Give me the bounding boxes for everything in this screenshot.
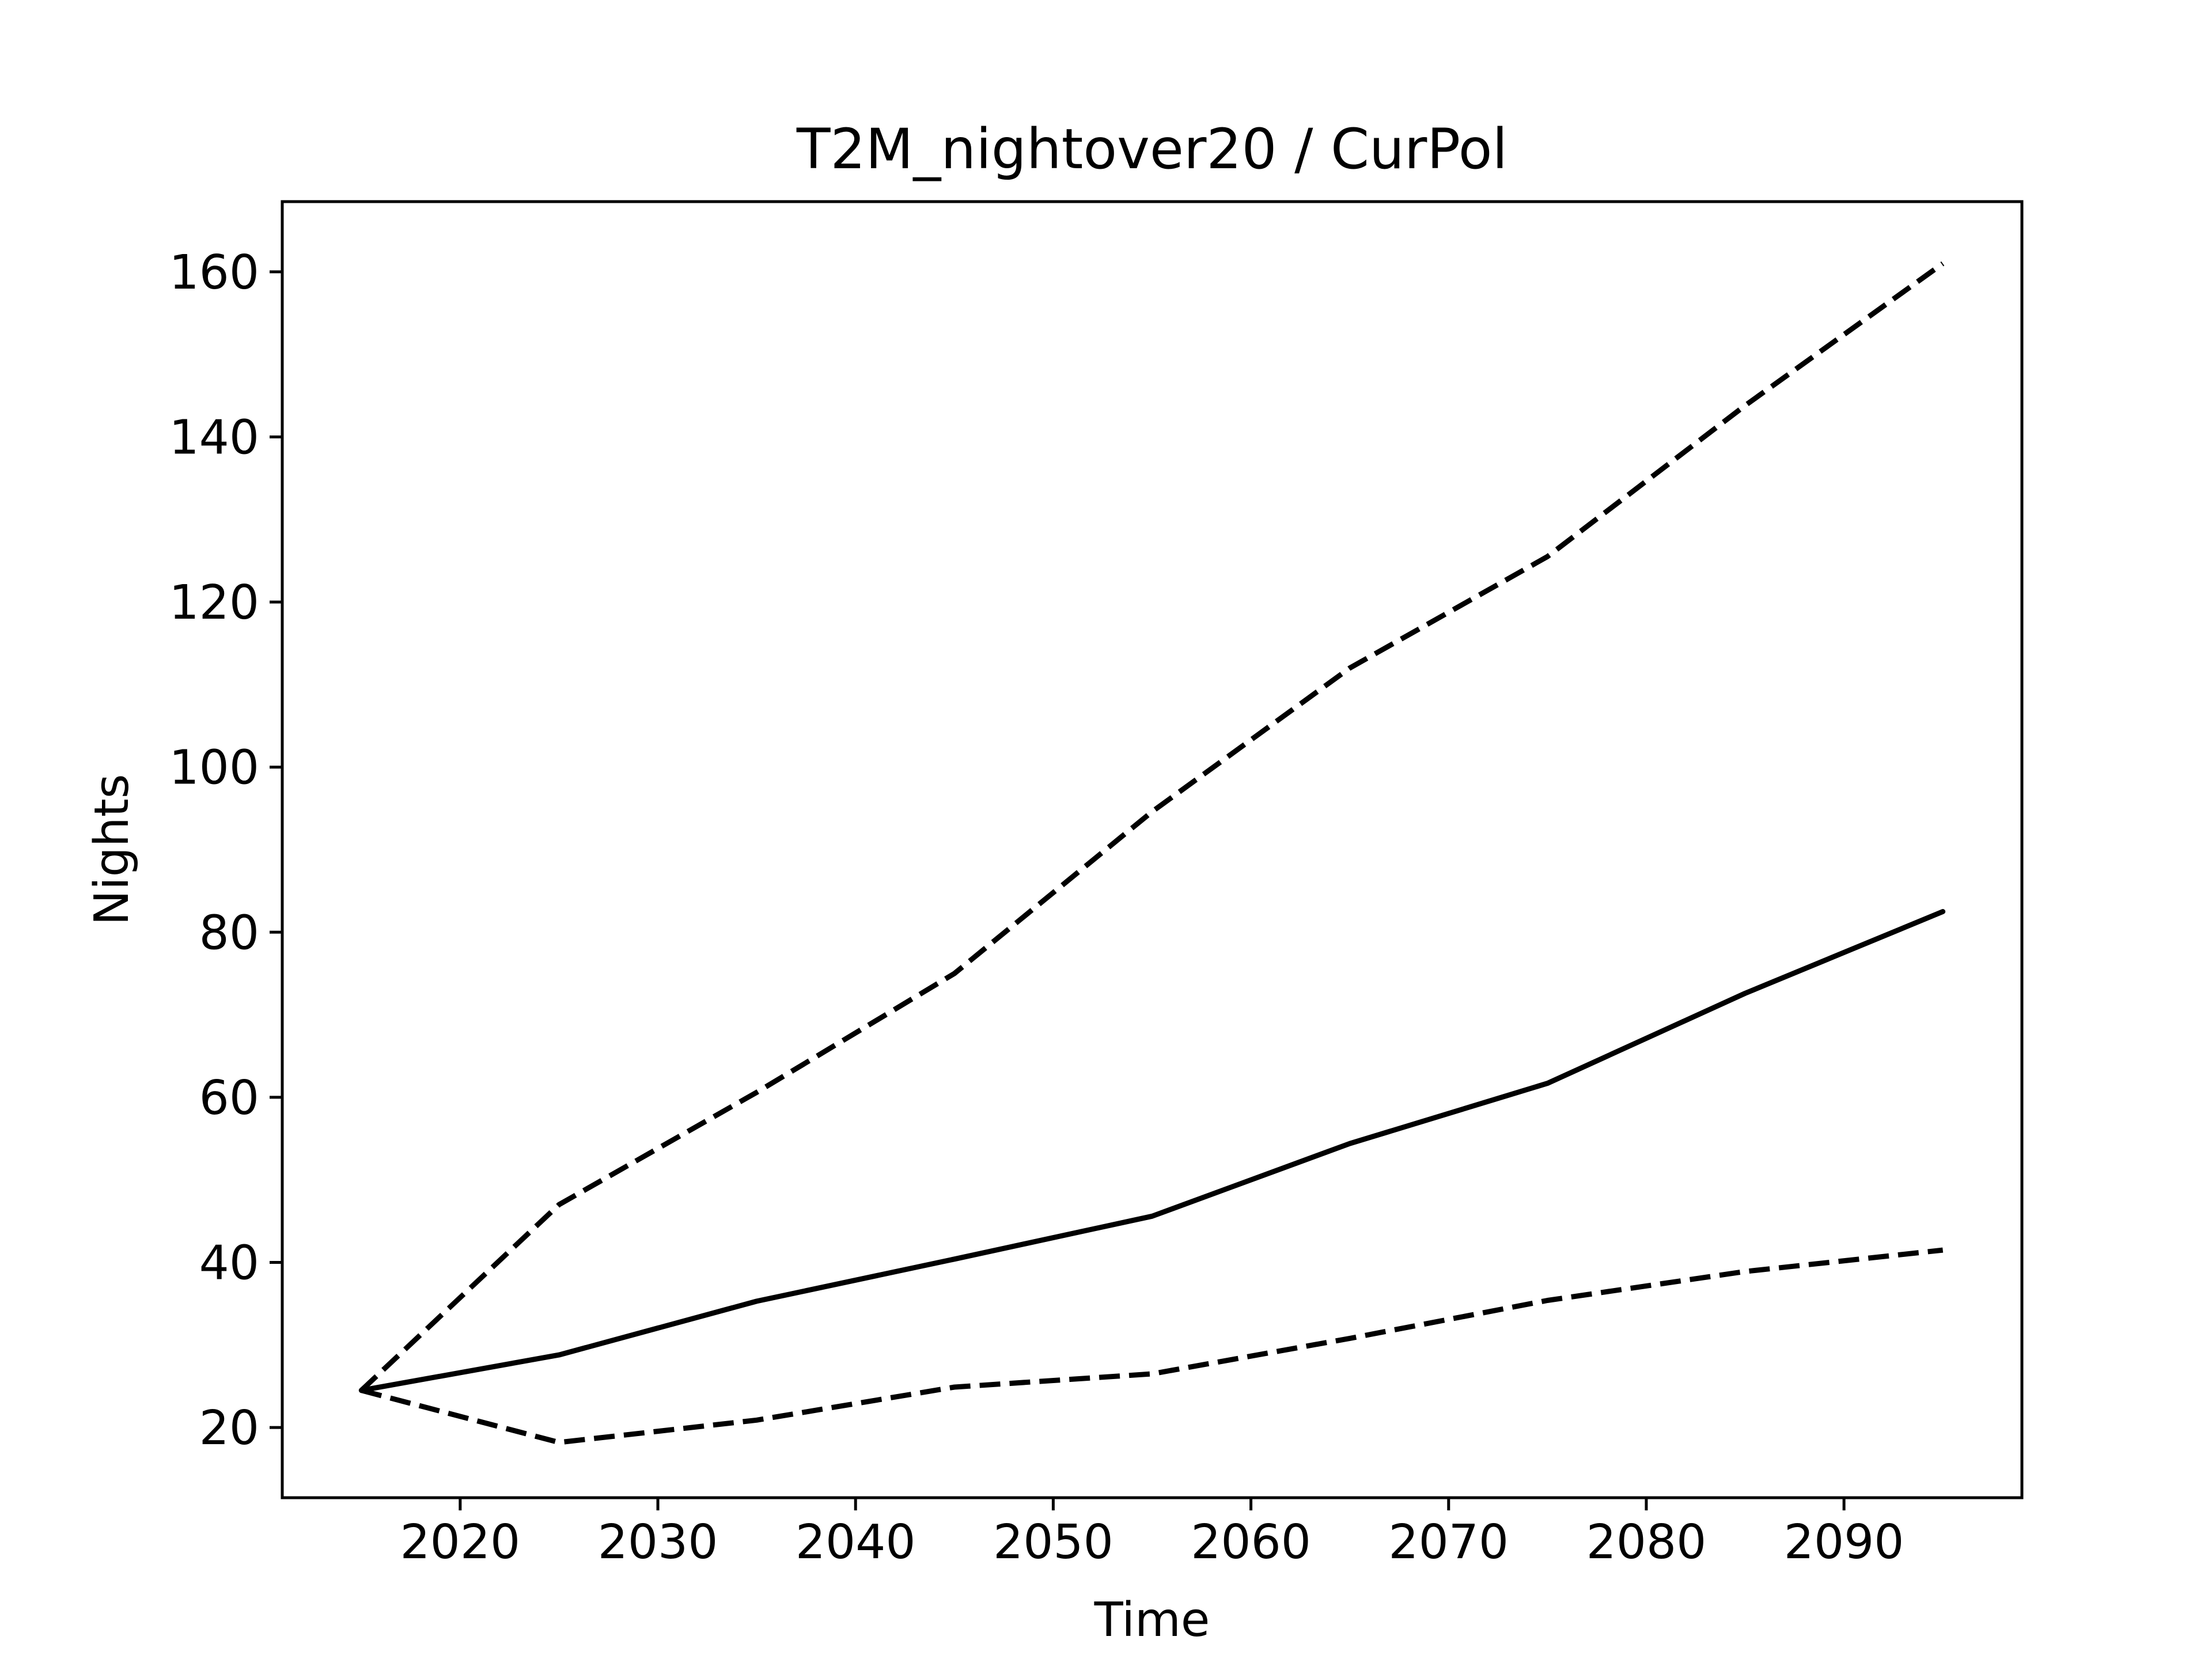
series-line-1 xyxy=(358,909,1946,1393)
y-tick-label: 40 xyxy=(199,1236,259,1291)
x-tick-label: 2050 xyxy=(993,1515,1113,1570)
series-line-3 xyxy=(361,1247,1944,1445)
x-tick-label: 2090 xyxy=(1784,1515,1904,1570)
y-tick-label: 160 xyxy=(169,245,259,300)
y-tick-label: 20 xyxy=(199,1401,259,1456)
ticks-layer: 2020 2030 2040 2050 2060 2070 2080 209020406080… xyxy=(169,245,1904,1570)
x-tick-label: 2080 xyxy=(1586,1515,1707,1570)
plot-frame xyxy=(281,200,2024,1499)
x-tick-label: 2030 xyxy=(598,1515,718,1570)
x-tick-label: 2020 xyxy=(400,1515,521,1570)
y-tick-label: 60 xyxy=(199,1071,259,1126)
x-tick-label: 2070 xyxy=(1388,1515,1509,1570)
y-tick-label: 100 xyxy=(169,741,259,796)
y-axis-label: Nights xyxy=(85,774,139,925)
x-tick-label: 2060 xyxy=(1191,1515,1311,1570)
chart-title: T2M_nightover20 / CurPol xyxy=(796,117,1508,181)
series-line-2 xyxy=(359,261,1945,1392)
x-tick-label: 2040 xyxy=(796,1515,916,1570)
series-layer xyxy=(358,261,1946,1445)
y-tick-label: 140 xyxy=(169,410,259,465)
x-axis-label: Time xyxy=(1094,1593,1210,1647)
y-tick-label: 80 xyxy=(199,906,259,960)
y-tick-label: 120 xyxy=(169,575,259,630)
